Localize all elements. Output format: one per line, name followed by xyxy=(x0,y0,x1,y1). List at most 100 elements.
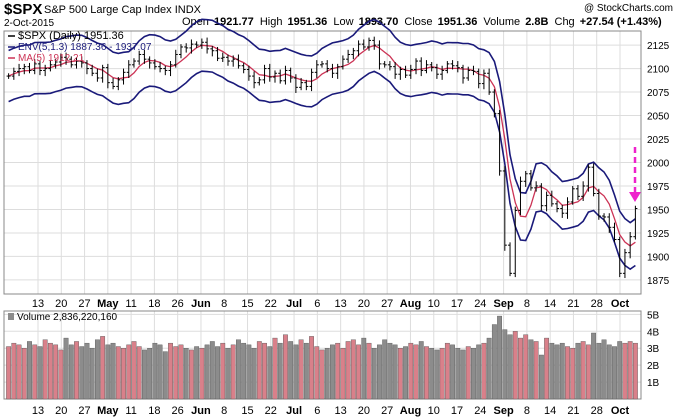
price-bar xyxy=(126,60,131,78)
price-tick-label: 2025 xyxy=(647,135,670,146)
price-bar xyxy=(419,57,424,77)
price-bar xyxy=(43,64,48,77)
volume-bars xyxy=(6,315,638,400)
price-bar xyxy=(252,71,257,89)
volume-label: Volume xyxy=(483,16,521,28)
volume-bar xyxy=(225,348,231,400)
price-bar xyxy=(320,61,324,68)
volume-bar xyxy=(429,348,435,400)
ohlc-summary: Open 1921.77 High 1951.36 Low 1893.70 Cl… xyxy=(182,16,665,28)
date-tick-label: 17 xyxy=(451,405,463,417)
price-bar xyxy=(513,206,518,278)
price-bar xyxy=(194,41,199,48)
price-bar xyxy=(382,61,387,68)
volume-bar xyxy=(392,344,398,400)
volume-bar xyxy=(324,348,330,400)
volume-bar xyxy=(267,346,273,400)
price-bar xyxy=(487,68,492,95)
volume-bar xyxy=(115,346,121,400)
volume-tick-label: 1B xyxy=(647,378,660,389)
price-bar xyxy=(272,70,277,83)
date-tick-label: Oct xyxy=(611,298,630,310)
date-tick-label: May xyxy=(97,405,119,417)
volume-bar xyxy=(32,344,38,400)
price-bar xyxy=(84,60,89,75)
price-bar xyxy=(393,61,398,79)
price-bar xyxy=(131,58,136,68)
close-label: Close xyxy=(404,16,433,28)
price-bar xyxy=(152,59,157,70)
date-tick-label: 13 xyxy=(335,405,347,417)
volume-bar xyxy=(460,349,466,400)
price-bar xyxy=(586,164,591,192)
date-tick-label: Oct xyxy=(611,405,630,417)
price-bar xyxy=(356,40,361,57)
volume-bar xyxy=(6,346,12,400)
volume-bar xyxy=(131,341,137,400)
price-bar xyxy=(330,63,335,78)
price-bar xyxy=(633,205,638,240)
volume-bar xyxy=(570,348,576,400)
legend-volume-swatch xyxy=(8,313,14,320)
price-bar xyxy=(403,65,408,78)
indicator-lines xyxy=(8,18,636,271)
price-bar xyxy=(58,53,63,67)
date-tick-label: 8 xyxy=(221,405,227,417)
price-bar xyxy=(429,61,434,72)
date-tick-label: 22 xyxy=(265,405,277,417)
price-bar xyxy=(539,183,544,211)
volume-bar xyxy=(168,342,173,400)
copyright: @ StockCharts.com xyxy=(583,3,673,14)
price-tick-label: 1975 xyxy=(647,182,670,193)
legend-price: $SPX (Daily) 1951.36 xyxy=(18,30,124,42)
price-bar xyxy=(168,61,173,77)
volume-bar xyxy=(157,344,163,400)
legend-env: ENV(5,1.3) 1887.36 - 1937.07 xyxy=(18,42,152,53)
volume-bar xyxy=(465,346,471,400)
price-tick-label: 2100 xyxy=(647,65,670,76)
price-bar xyxy=(398,66,403,80)
price-bar xyxy=(199,38,204,49)
volume-tick-label: 5B xyxy=(647,310,660,321)
volume-bar xyxy=(497,315,502,400)
date-tick-label: 28 xyxy=(591,405,603,417)
date-axis-volume: 13 20 27 May 11 18 26 Jun 8 15 22 Jul 6 13 20 27 Aug 10 17… xyxy=(32,405,630,417)
price-bar xyxy=(225,54,230,66)
price-bar xyxy=(461,64,466,84)
price-bar xyxy=(591,163,596,197)
price-axis: 1875 1900 1925 1950 1975 2000 2025 2050 2075 2100… xyxy=(647,41,670,287)
price-bar xyxy=(314,60,319,78)
annotation-arrow xyxy=(629,147,641,202)
price-bar xyxy=(414,58,419,75)
chg-label: Chg xyxy=(554,16,575,28)
high-value: 1951.36 xyxy=(287,16,328,28)
volume-bar xyxy=(627,341,633,400)
price-bar xyxy=(534,181,539,192)
price-bar xyxy=(173,49,178,68)
price-bar xyxy=(351,47,356,60)
date-tick-label: Jun xyxy=(191,298,211,310)
price-bar xyxy=(450,60,455,70)
date-tick-label: 10 xyxy=(428,298,440,310)
price-bar xyxy=(565,197,570,219)
volume-bar xyxy=(601,339,607,400)
price-bar xyxy=(210,46,215,57)
date-tick-label: 15 xyxy=(241,405,253,417)
volume-bar xyxy=(136,346,142,400)
price-bar xyxy=(408,64,413,79)
price-bar xyxy=(508,242,513,277)
price-bar xyxy=(48,60,53,72)
security-name: S&P 500 Large Cap Index INDX xyxy=(44,4,201,16)
price-bar xyxy=(116,77,121,91)
volume-bar xyxy=(204,344,210,400)
volume-bar xyxy=(345,341,351,400)
date-tick-label: Sep xyxy=(494,298,514,310)
price-bar xyxy=(304,79,309,91)
price-bar xyxy=(335,63,340,79)
date-tick-label: Jun xyxy=(191,405,211,417)
date-tick-label: May xyxy=(97,298,119,310)
volume-bar xyxy=(288,341,294,400)
volume-bar xyxy=(450,344,455,400)
price-bar xyxy=(492,89,497,118)
